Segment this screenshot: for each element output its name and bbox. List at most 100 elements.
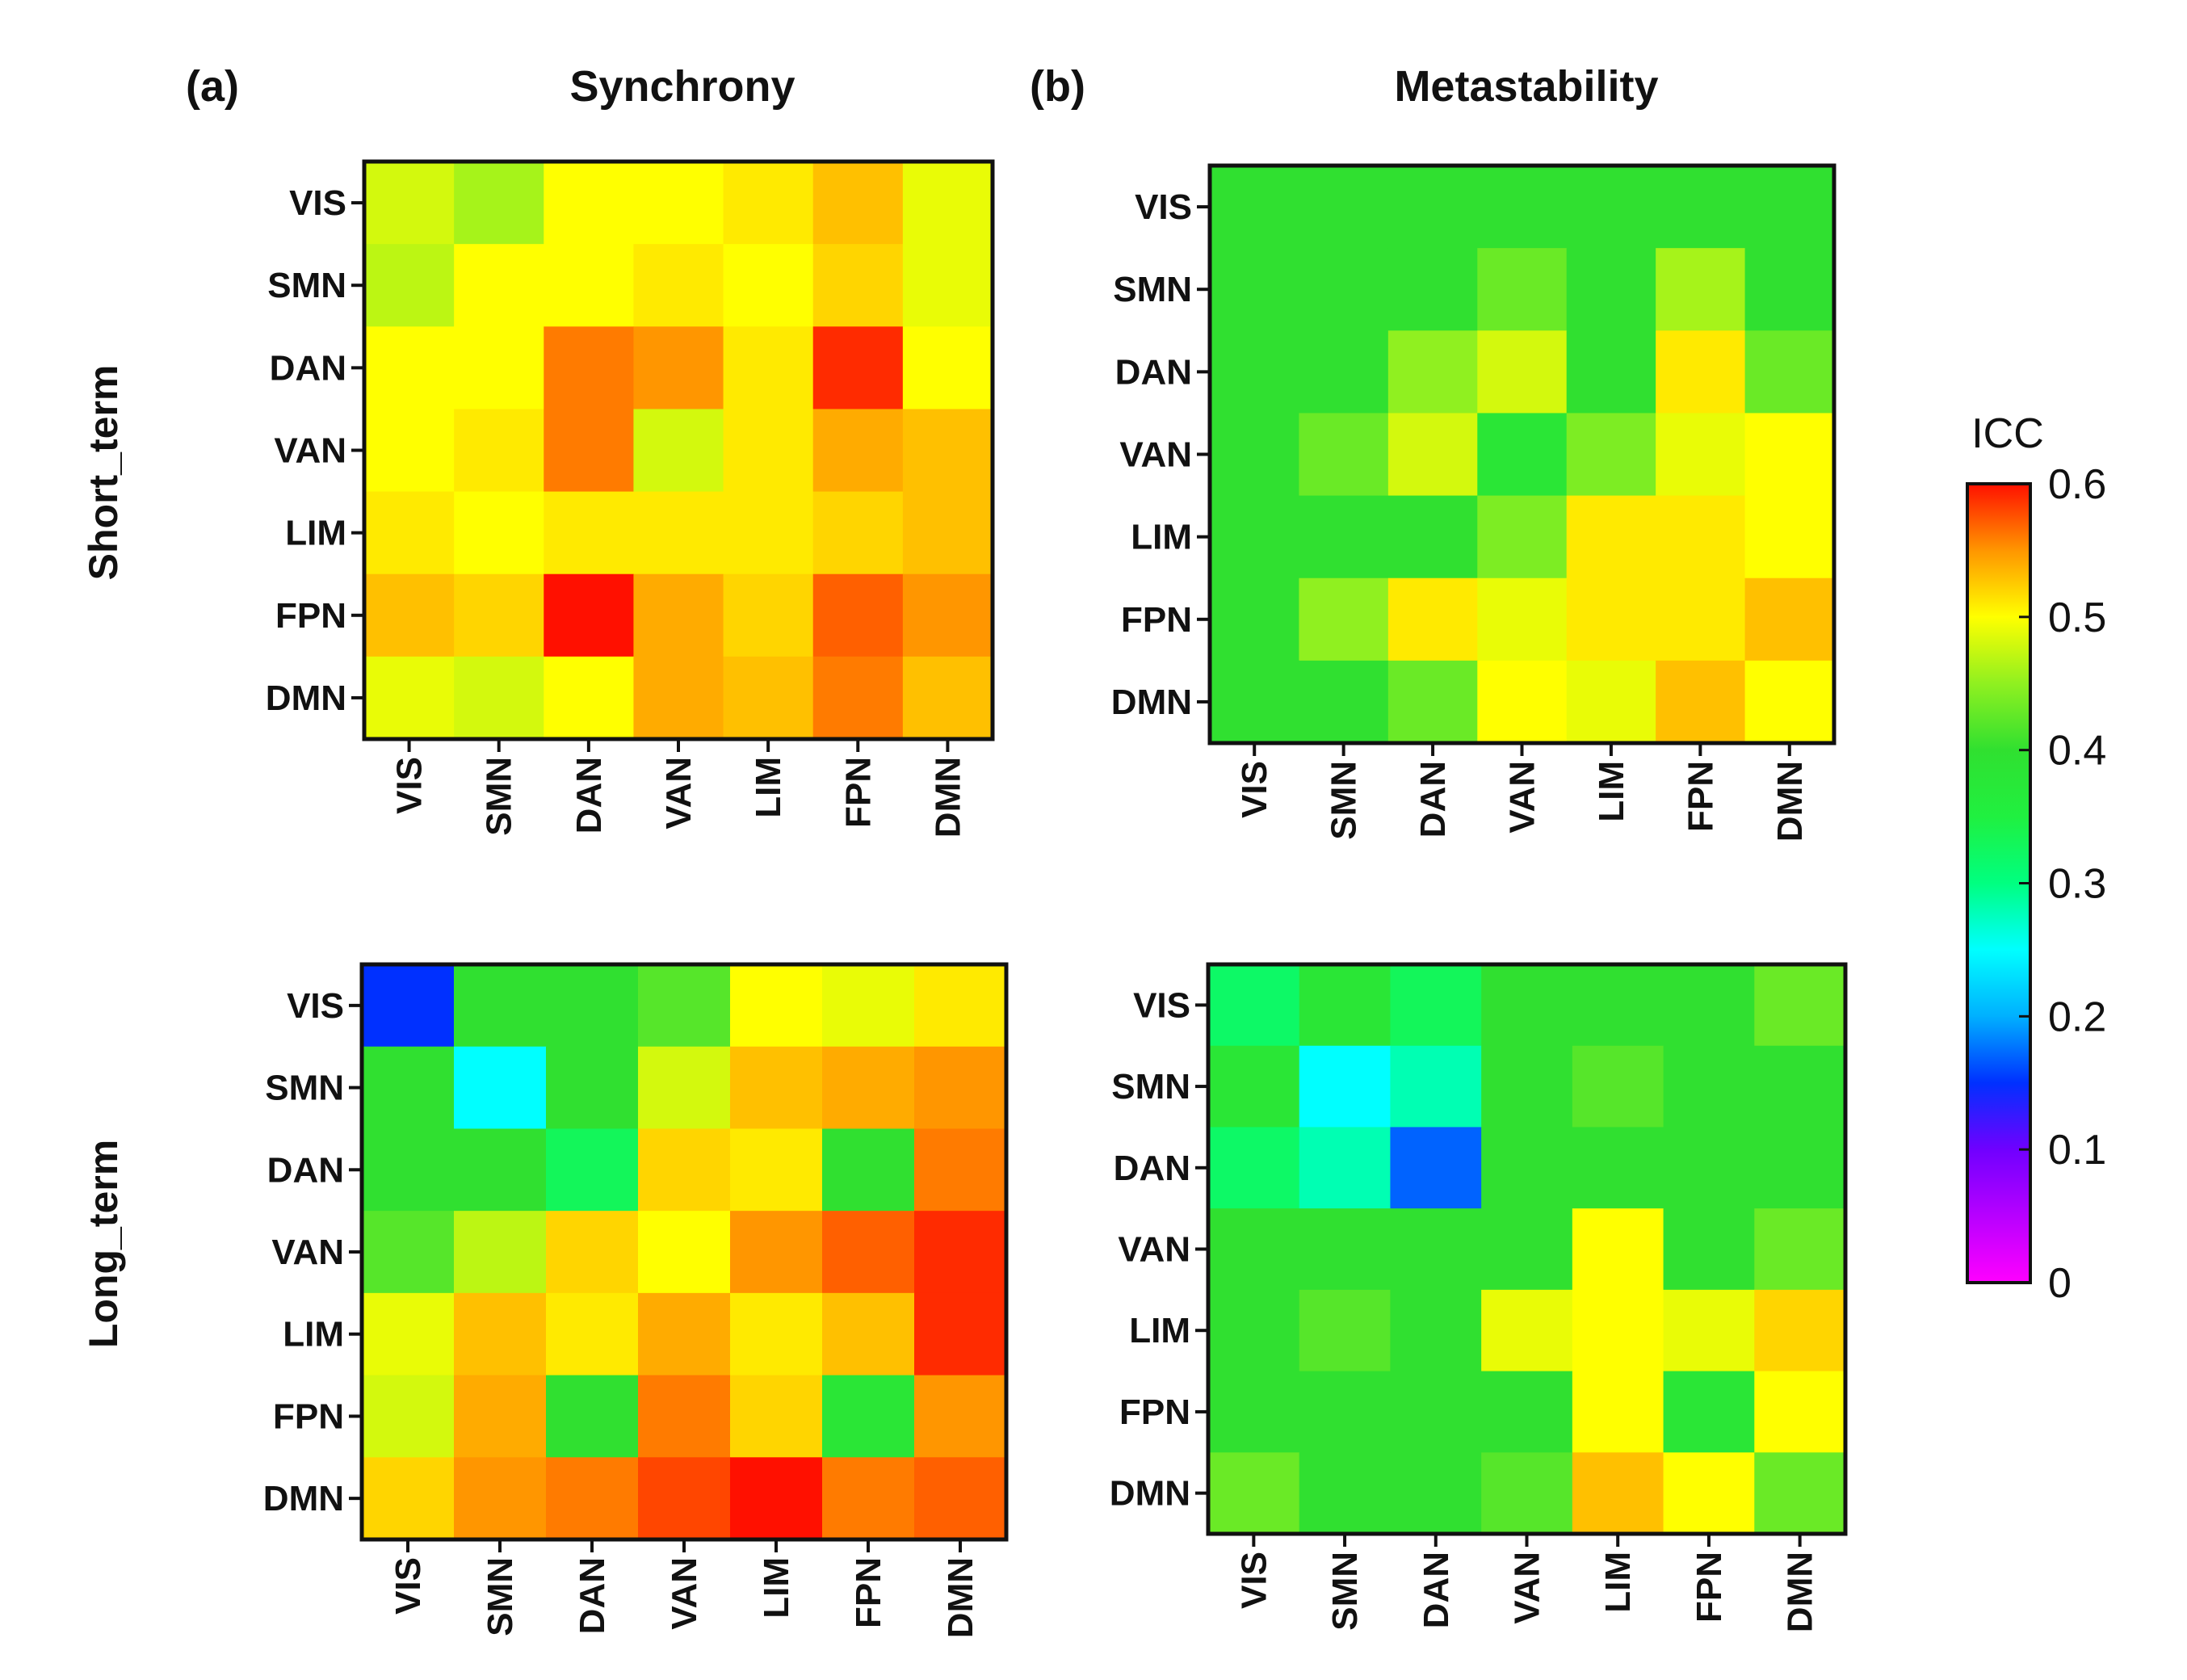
- title-synchrony: Synchrony: [569, 62, 795, 111]
- cell-VIS-FPN: [822, 964, 915, 1048]
- cell-VIS-DAN: [546, 964, 639, 1048]
- cell-VAN-SMN: [1299, 1208, 1391, 1291]
- y-tick-label: VIS: [289, 183, 346, 223]
- cell-LIM-DMN: [1754, 1289, 1846, 1372]
- cell-DMN-LIM: [1566, 660, 1656, 744]
- cell-SMN-VAN: [1477, 248, 1568, 331]
- cell-DAN-SMN: [1299, 1127, 1391, 1209]
- cell-DAN-VAN: [1477, 330, 1568, 414]
- cell-VAN-VAN: [638, 1211, 731, 1294]
- cell-SMN-VIS: [364, 244, 455, 327]
- x-tick-label: VIS: [1234, 1552, 1274, 1609]
- cell-FPN-VAN: [638, 1375, 731, 1458]
- cell-FPN-LIM: [730, 1375, 823, 1458]
- cell-FPN-VIS: [364, 573, 455, 657]
- cell-DAN-DMN: [1754, 1127, 1846, 1209]
- cell-LIM-DAN: [1387, 495, 1478, 579]
- x-tick-label: SMN: [1324, 761, 1364, 840]
- x-tick-label: FPN: [1681, 761, 1720, 832]
- y-tick-label: SMN: [1113, 270, 1192, 309]
- y-tick-label: FPN: [275, 596, 346, 636]
- cell-VIS-LIM: [730, 964, 823, 1048]
- cell-SMN-VAN: [638, 1046, 731, 1129]
- cell-SMN-DMN: [902, 244, 993, 327]
- cell-VAN-VIS: [1210, 413, 1299, 497]
- cell-VIS-SMN: [454, 162, 544, 245]
- cell-VIS-DMN: [902, 162, 993, 245]
- cell-SMN-SMN: [454, 244, 544, 327]
- cell-DAN-VIS: [364, 326, 455, 410]
- cell-FPN-FPN: [812, 573, 904, 657]
- cell-DAN-DMN: [914, 1128, 1007, 1212]
- cell-SMN-LIM: [1566, 248, 1656, 331]
- cell-FPN-FPN: [1663, 1371, 1755, 1453]
- y-tick-label: VAN: [274, 431, 346, 471]
- cell-DAN-VIS: [1210, 330, 1299, 414]
- cell-VIS-DAN: [544, 162, 634, 245]
- cell-DMN-DMN: [914, 1457, 1007, 1540]
- x-tick-label: VAN: [1508, 1552, 1547, 1624]
- cell-SMN-DMN: [1744, 248, 1835, 331]
- cell-SMN-LIM: [730, 1046, 823, 1129]
- cell-FPN-SMN: [1299, 1371, 1391, 1453]
- cell-FPN-SMN: [454, 1375, 547, 1458]
- cell-FPN-DMN: [902, 573, 993, 657]
- colorbar-tick-label: 0.6: [2048, 461, 2106, 508]
- cell-DMN-DAN: [544, 656, 634, 740]
- cell-VAN-DAN: [1390, 1208, 1482, 1291]
- cell-LIM-VAN: [1481, 1289, 1573, 1372]
- cell-SMN-DAN: [1387, 248, 1478, 331]
- cell-LIM-FPN: [822, 1292, 915, 1376]
- cell-VAN-VIS: [1208, 1208, 1300, 1291]
- cell-DAN-LIM: [1572, 1127, 1664, 1209]
- y-tick-label: VAN: [1118, 1230, 1190, 1270]
- cell-FPN-VAN: [633, 573, 724, 657]
- x-tick-label: VIS: [388, 1557, 428, 1615]
- heatmap-synchrony-long_term: VIS SMN DAN VAN LIM FPN DMN VIS SMN DAN VAN LIM FPN D…: [263, 962, 1009, 1638]
- cell-SMN-DAN: [1390, 1045, 1482, 1128]
- cell-VAN-SMN: [454, 1211, 547, 1294]
- cell-VIS-LIM: [723, 162, 814, 245]
- y-tick-label: LIM: [1129, 1311, 1190, 1350]
- cell-FPN-DAN: [544, 573, 634, 657]
- cell-DAN-FPN: [1663, 1127, 1755, 1209]
- x-tick-label: SMN: [1325, 1552, 1365, 1631]
- cell-FPN-LIM: [1572, 1371, 1664, 1453]
- cell-VIS-LIM: [1572, 964, 1664, 1047]
- cell-VAN-DAN: [544, 409, 634, 493]
- cell-DMN-DMN: [1744, 660, 1835, 744]
- panel-label-a: (a): [186, 62, 239, 111]
- cell-VIS-DMN: [914, 964, 1007, 1048]
- cell-LIM-FPN: [1656, 495, 1746, 579]
- cell-SMN-DAN: [544, 244, 634, 327]
- cell-FPN-VAN: [1477, 578, 1568, 662]
- cell-DAN-VIS: [362, 1128, 455, 1212]
- x-tick-label: LIM: [1592, 761, 1631, 822]
- cell-LIM-LIM: [1566, 495, 1656, 579]
- x-tick-label: DAN: [1417, 1552, 1456, 1628]
- cell-LIM-VIS: [364, 491, 455, 575]
- cell-VIS-FPN: [1656, 166, 1746, 249]
- cell-DAN-FPN: [812, 326, 904, 410]
- cell-VAN-VAN: [1477, 413, 1568, 497]
- cell-FPN-DAN: [1390, 1371, 1482, 1453]
- cell-VIS-VAN: [633, 162, 724, 245]
- cell-DMN-DAN: [1390, 1452, 1482, 1535]
- heatmap-synchrony-short_term: VIS SMN DAN VAN LIM FPN DMN VIS SMN DAN VAN LIM FPN D…: [266, 159, 995, 838]
- x-tick-label: LIM: [757, 1557, 796, 1619]
- y-tick-label: VAN: [271, 1233, 344, 1272]
- cell-VAN-FPN: [1663, 1208, 1755, 1291]
- cell-VIS-SMN: [1299, 964, 1391, 1047]
- cell-LIM-DAN: [546, 1292, 639, 1376]
- x-tick-label: FPN: [1690, 1552, 1729, 1623]
- y-tick-label: VIS: [287, 986, 344, 1026]
- cell-FPN-DAN: [546, 1375, 639, 1458]
- y-tick-label: DMN: [266, 678, 346, 718]
- cell-VAN-DMN: [914, 1211, 1007, 1294]
- cell-FPN-DAN: [1387, 578, 1478, 662]
- cell-SMN-FPN: [822, 1046, 915, 1129]
- y-tick-label: VIS: [1133, 985, 1190, 1025]
- cell-DAN-DAN: [1387, 330, 1478, 414]
- y-tick-label: FPN: [1121, 600, 1192, 640]
